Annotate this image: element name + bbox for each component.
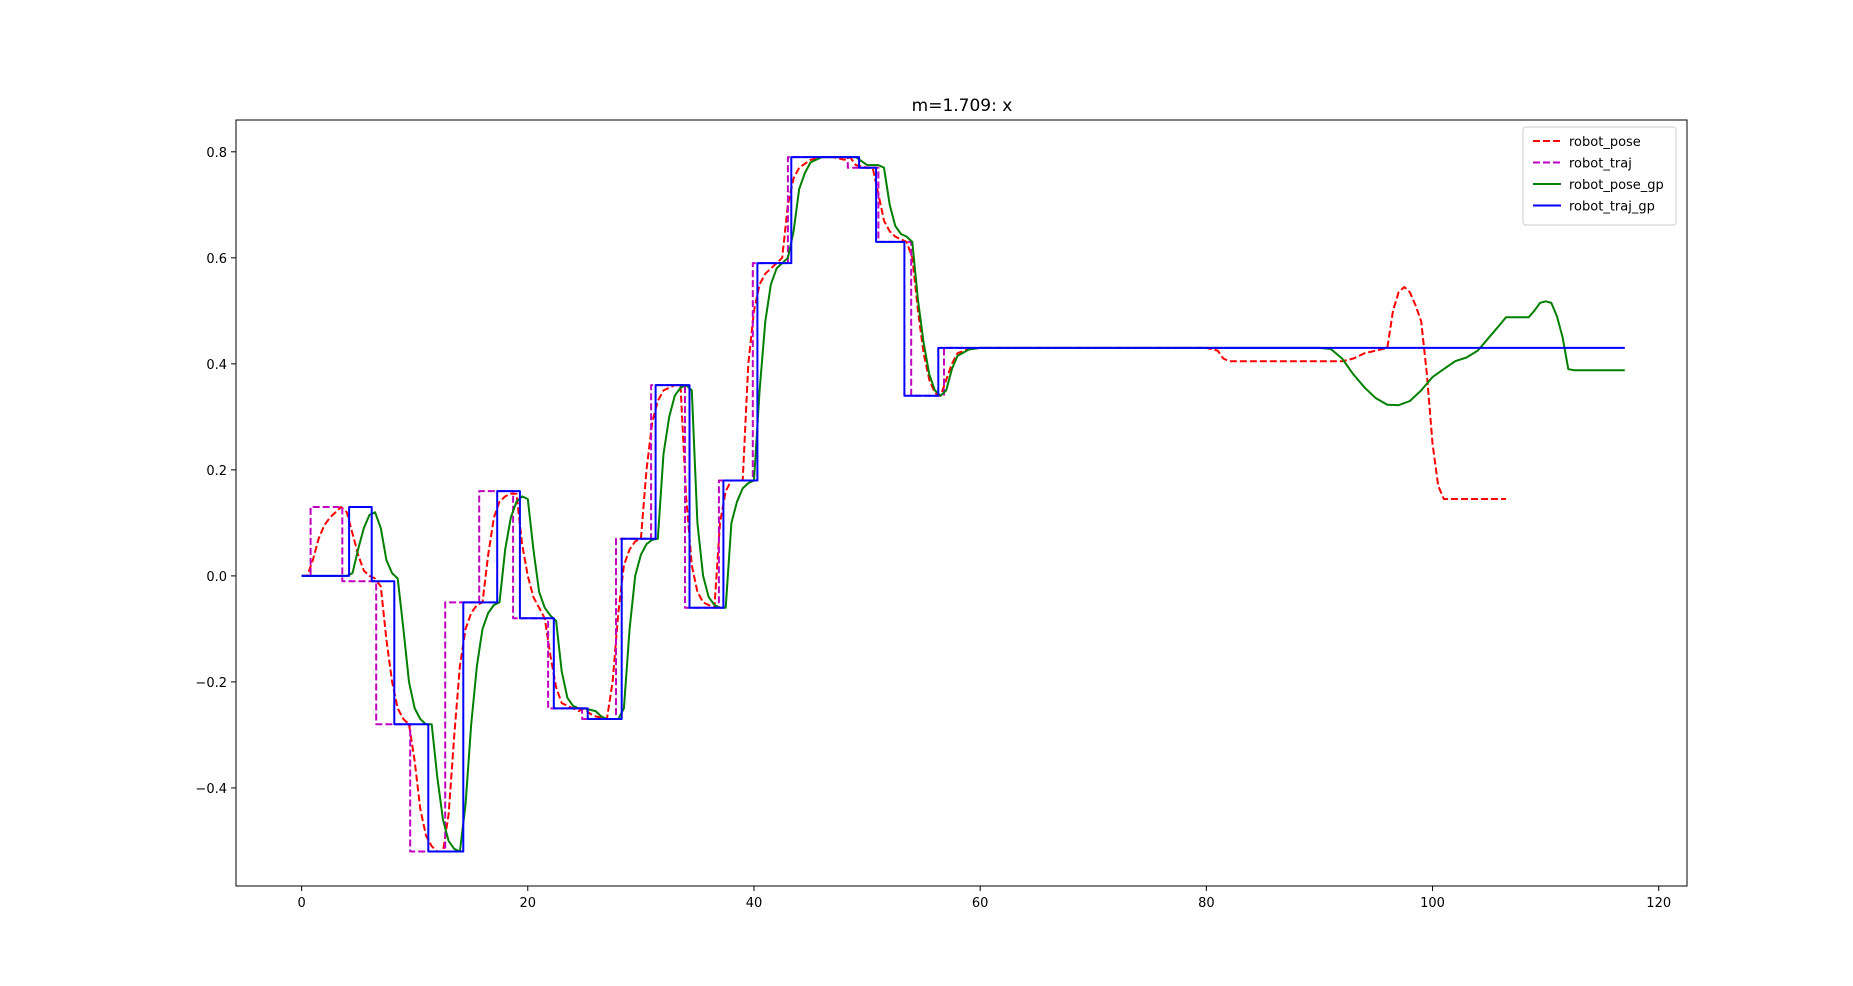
y-axis: −0.4 −0.2 0.0 0.2 0.4 0.6 0.8 bbox=[195, 146, 236, 797]
x-tick-label: 60 bbox=[972, 896, 989, 911]
plot-area: 0 20 40 60 80 100 120 −0.4 −0.2 0.0 0.2 0.4 0.6 0.8 bbox=[195, 119, 1688, 911]
legend: robot_pose robot_traj robot_pose_gp robot_t… bbox=[1522, 126, 1677, 226]
y-tick-label: 0.4 bbox=[206, 358, 227, 373]
x-tick-label: 40 bbox=[746, 896, 763, 911]
plot-frame bbox=[235, 119, 1688, 887]
legend-label: robot_pose bbox=[1569, 135, 1641, 150]
series-line-robot-pose-gp bbox=[301, 156, 1625, 853]
chart-title: m=1.709: x bbox=[912, 96, 1013, 116]
y-tick-label: −0.4 bbox=[195, 782, 227, 797]
series-line-robot-traj-gp bbox=[301, 156, 1625, 853]
x-tick-label: 80 bbox=[1198, 896, 1215, 911]
x-tick-label: 120 bbox=[1646, 896, 1671, 911]
y-tick-label: 0.2 bbox=[206, 464, 227, 479]
y-tick-label: −0.2 bbox=[195, 676, 227, 691]
legend-label: robot_traj bbox=[1569, 157, 1632, 172]
legend-label: robot_traj_gp bbox=[1569, 200, 1655, 215]
series-layer bbox=[301, 156, 1625, 853]
y-tick-label: 0.6 bbox=[206, 252, 227, 267]
x-axis: 0 20 40 60 80 100 120 bbox=[297, 886, 1671, 911]
legend-box bbox=[1522, 126, 1677, 226]
x-tick-label: 20 bbox=[520, 896, 537, 911]
x-tick-label: 0 bbox=[297, 896, 305, 911]
y-tick-label: 0.0 bbox=[206, 570, 227, 585]
x-tick-label: 100 bbox=[1420, 896, 1445, 911]
y-tick-label: 0.8 bbox=[206, 146, 227, 161]
legend-label: robot_pose_gp bbox=[1569, 178, 1664, 193]
